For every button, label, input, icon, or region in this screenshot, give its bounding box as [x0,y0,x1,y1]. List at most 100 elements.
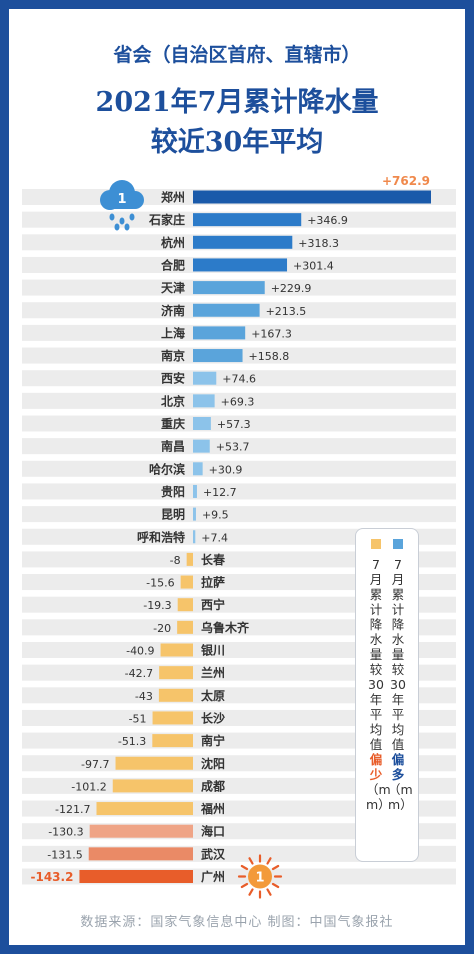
data-label: +318.3 [298,237,339,250]
row-band [22,709,456,726]
category-label: 南宁 [201,733,225,748]
bar-negative [158,688,193,702]
badge-rank: 1 [255,871,264,886]
data-label: -8 [170,554,181,567]
data-label: -131.5 [47,848,82,861]
sun-ray-icon [266,857,272,865]
legend-more-unit: （mm） [388,782,413,812]
category-label: 石家庄 [148,212,185,227]
bar-negative [159,666,193,680]
bar-negative [177,620,193,634]
bar-negative [160,643,193,657]
bar-positive [193,258,288,272]
data-label: +229.9 [271,282,312,295]
bar-negative [112,779,193,793]
category-label: 乌鲁木齐 [201,620,250,635]
row-band [22,483,456,500]
row-band [22,687,456,704]
category-label: 济南 [161,303,185,318]
legend-less: 7月累计降水量较30年平均值偏少（mm） [366,539,391,812]
category-label: 长沙 [201,710,225,725]
sun-ray-icon [271,864,280,871]
row-band [22,574,456,591]
bar-negative [152,734,193,748]
category-label: 哈尔滨 [149,461,185,476]
bar-positive [193,530,196,544]
data-label: -51 [129,712,147,725]
bar-negative [89,824,193,838]
category-label: 西宁 [201,597,225,612]
data-label: +53.7 [216,441,250,454]
bar-negative [180,575,193,589]
category-label: 海口 [201,824,225,839]
data-label: -43 [135,690,153,703]
data-label: -51.3 [118,735,146,748]
data-label: +12.7 [203,486,237,499]
sun-ray-icon [248,888,254,896]
title-line-1: 省会（自治区首府、直辖市） [113,44,361,66]
category-label: 南昌 [161,439,185,454]
bar-negative [79,870,193,883]
row-band [22,506,456,523]
row-band [22,664,456,681]
data-label: +167.3 [251,327,292,340]
row-band [22,370,456,387]
legend-more-swatch [393,539,403,549]
data-label: -40.9 [126,645,154,658]
data-label: +69.3 [221,395,255,408]
bar-negative [96,802,193,816]
title-line-3: 较近30年平均 [150,127,324,158]
row-band [22,392,456,409]
category-label: 武汉 [201,846,226,861]
row-band [22,732,456,749]
row-band [22,438,456,455]
row-band [22,596,456,613]
sun-ray-icon [266,888,272,896]
raindrop-icon [109,213,115,221]
category-label: 福州 [200,801,225,816]
title-line-2: 2021年7月累计降水量 [95,87,379,118]
category-label: 杭州 [161,235,185,250]
legend-less-emphasis: 偏少 [369,752,383,782]
raindrop-icon [124,223,130,231]
bar-positive [193,417,211,430]
data-label: +346.9 [307,214,348,227]
data-label: +57.3 [217,418,251,431]
raindrop-icon [129,213,135,221]
category-label: 天津 [161,280,185,295]
data-label: -121.7 [55,803,90,816]
category-label: 西安 [161,371,185,386]
category-label: 成都 [201,778,225,793]
sun-icon [248,864,272,889]
data-label: -20 [153,622,171,635]
bar-negative [186,552,193,566]
row-band [22,415,456,432]
bar-positive [193,213,302,227]
legend-less-text: 7月累计降水量较30年平均值 [368,557,384,752]
category-label: 昆明 [161,508,185,522]
legend: 7月累计降水量较30年平均值偏多（mm） 7月累计降水量较30年平均值偏少（mm… [355,528,419,862]
category-label: 兰州 [201,665,225,680]
category-label: 贵阳 [161,484,185,499]
category-label: 南京 [161,348,185,363]
bar-positive [193,190,431,204]
cloud-icon [105,200,137,209]
bar-positive [193,371,217,385]
category-label: 合肥 [161,257,185,272]
category-label: 上海 [161,325,185,340]
bar-negative [177,598,193,612]
data-label: +74.6 [222,373,256,386]
category-label: 郑州 [161,190,185,205]
row-band [22,460,456,477]
bar-positive [193,326,246,340]
sun-ray-icon [248,857,254,865]
bar-positive [193,507,196,521]
bar-negative [115,756,193,770]
sun-ray-icon [271,882,280,889]
category-label: 长春 [201,552,226,567]
legend-less-unit: （mm） [366,782,391,812]
bar-positive [193,484,197,498]
row-band [22,642,456,658]
raindrop-icon [114,223,120,231]
